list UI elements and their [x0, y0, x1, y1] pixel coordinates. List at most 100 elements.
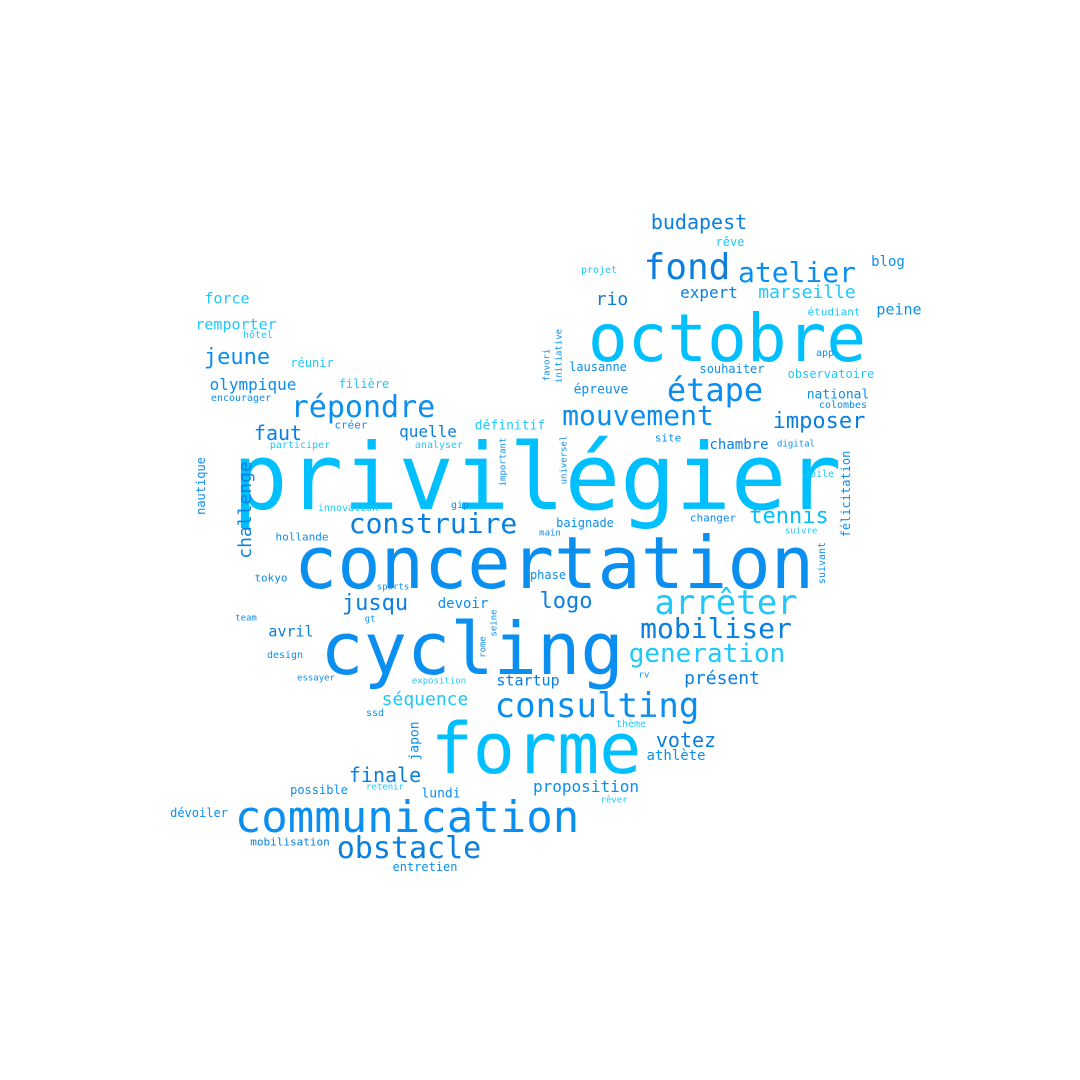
word: concertation — [293, 521, 815, 605]
word: encourager — [210, 393, 272, 404]
word: exposition — [411, 676, 467, 687]
word: hôtel — [242, 330, 274, 341]
word: créer — [334, 418, 368, 432]
word: dévoiler — [170, 806, 228, 820]
word: remporter — [195, 315, 277, 334]
word: finale — [348, 763, 422, 787]
word: lausanne — [569, 360, 627, 374]
word: entretien — [392, 860, 458, 874]
word: chambre — [709, 437, 769, 453]
word: thème — [615, 719, 647, 730]
word: devoir — [437, 596, 489, 612]
word: suivre — [784, 526, 818, 537]
word: colombes — [818, 400, 868, 411]
word: suivant — [817, 541, 828, 585]
word: cycling — [320, 607, 624, 691]
word: peine — [876, 300, 922, 319]
word: voile — [803, 469, 835, 480]
word: baignade — [556, 516, 614, 530]
word: avril — [268, 622, 314, 641]
word: réunir — [290, 356, 334, 370]
word: faut — [253, 421, 303, 445]
word: étape — [666, 371, 764, 409]
word: changer — [689, 511, 737, 525]
word: rêve — [715, 235, 745, 249]
word: souhaiter — [699, 362, 765, 376]
word: octobre — [587, 300, 867, 377]
word: mouvement — [562, 399, 714, 432]
word: universel — [559, 435, 570, 485]
word: votez — [655, 728, 717, 752]
word: budapest — [650, 210, 748, 234]
word: répondre — [290, 390, 436, 425]
word: définitif — [474, 418, 546, 434]
word: projet — [580, 265, 618, 276]
word: app — [815, 348, 835, 359]
word: tokyo — [254, 571, 288, 585]
word: important — [498, 437, 509, 487]
word: communication — [234, 792, 580, 843]
word: design — [266, 650, 304, 661]
word: japon — [407, 721, 423, 761]
word: initiative — [554, 328, 565, 384]
word: expert — [680, 283, 738, 302]
word: épreuve — [573, 382, 629, 398]
word: generation — [628, 639, 786, 669]
word: essayer — [297, 673, 335, 684]
word: arrêter — [654, 583, 798, 623]
word: rome — [478, 636, 489, 658]
word: obstacle — [336, 831, 482, 866]
word: athlète — [646, 748, 706, 764]
word: lundi — [421, 786, 461, 802]
word: phase — [529, 568, 567, 582]
word: quelle — [399, 422, 457, 441]
word: possible — [290, 783, 348, 797]
word: rv — [638, 670, 650, 681]
word: logo — [539, 589, 593, 614]
word: national — [806, 387, 870, 403]
word: gip — [450, 500, 470, 511]
word: olympique — [209, 375, 297, 394]
word: digital — [777, 439, 815, 450]
word: imposer — [772, 409, 866, 434]
word: étudiant — [807, 305, 861, 319]
word: favori — [542, 348, 553, 382]
word: mobilisation — [250, 835, 330, 849]
word: team — [235, 613, 257, 624]
word: nautique — [194, 457, 208, 515]
word: construire — [348, 507, 518, 540]
word: main — [539, 528, 561, 539]
word: rio — [595, 289, 629, 310]
word: séquence — [381, 689, 469, 710]
word: force — [204, 289, 250, 308]
word: proposition — [533, 777, 639, 796]
word: startup — [496, 671, 560, 690]
word: tennis — [749, 504, 829, 529]
word: jusqu — [341, 591, 409, 616]
word: marseille — [758, 282, 856, 303]
word: privilégier — [232, 424, 842, 531]
word: jeune — [203, 345, 271, 370]
word: consulting — [494, 686, 700, 726]
word: observatoire — [787, 367, 875, 381]
word: innovation — [317, 503, 379, 514]
word: analyser — [414, 440, 464, 451]
word: fond — [643, 247, 731, 288]
word: blog — [871, 254, 905, 270]
word: retenir — [366, 782, 404, 793]
word: challenge — [235, 461, 256, 559]
word: sports — [376, 582, 410, 593]
word: félicitation — [839, 450, 853, 538]
word: atelier — [737, 256, 857, 289]
word: rêver — [600, 795, 628, 806]
word: mobiliser — [640, 612, 792, 645]
word: hollande — [275, 530, 329, 544]
word: site — [654, 431, 682, 445]
word: ssd — [365, 708, 385, 719]
word: gt — [364, 614, 376, 625]
word: participer — [269, 440, 331, 451]
word: forme — [430, 708, 642, 790]
word: filière — [338, 377, 390, 391]
word: seine — [489, 609, 500, 637]
